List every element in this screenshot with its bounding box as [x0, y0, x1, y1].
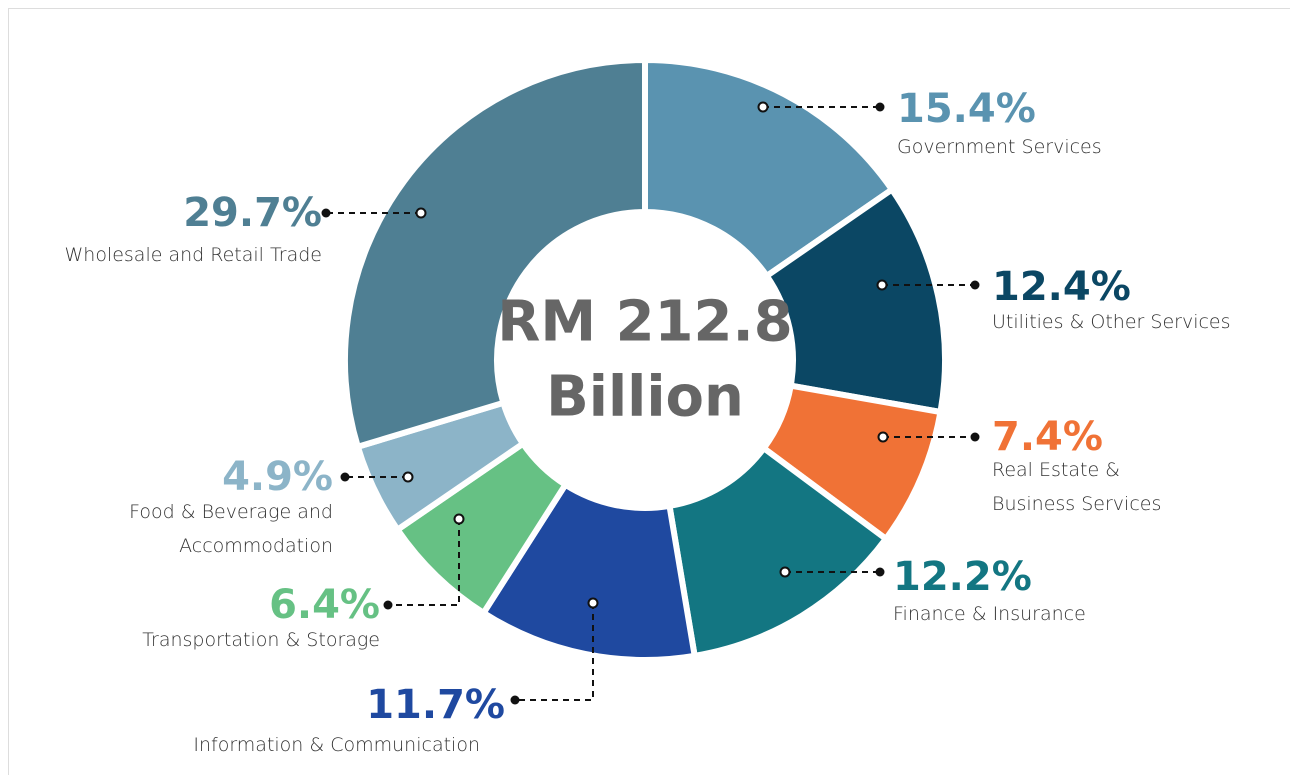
- connector-end: [321, 208, 331, 218]
- category-label: Utilities & Other Services: [992, 311, 1231, 333]
- value-label: 6.4%: [269, 582, 380, 628]
- connector-start: [877, 431, 889, 443]
- connector-end: [340, 472, 350, 482]
- category-label: Government Services: [897, 136, 1102, 158]
- connector: [515, 603, 594, 701]
- value-label: 7.4%: [992, 414, 1103, 460]
- value-label: 11.7%: [366, 682, 505, 728]
- frame: [8, 8, 1290, 775]
- value-label: 12.4%: [992, 264, 1131, 310]
- connector-end: [970, 432, 980, 442]
- value-label: 12.2%: [893, 554, 1032, 600]
- connector-end: [970, 280, 980, 290]
- connector-end: [875, 567, 885, 577]
- center-label: RM 212.8: [497, 289, 793, 355]
- slice: [642, 56, 897, 281]
- connector-end: [875, 102, 885, 112]
- category-label: Real Estate & Business Services: [992, 459, 1162, 515]
- category-label: Wholesale and Retail Trade: [64, 244, 322, 266]
- category-label: Finance & Insurance: [893, 603, 1086, 625]
- slice: [479, 480, 699, 663]
- category-label: Information & Communication: [193, 734, 480, 756]
- connector-start: [876, 279, 888, 291]
- connector-start: [402, 471, 414, 483]
- slice: [762, 185, 948, 416]
- value-label: 15.4%: [897, 86, 1036, 132]
- center-label: Billion: [546, 364, 744, 430]
- slice: [342, 56, 648, 451]
- connector-start: [453, 513, 465, 525]
- value-label: 29.7%: [183, 190, 322, 236]
- category-label: Food & Beverage and Accommodation: [129, 501, 333, 557]
- category-label: Transportation & Storage: [142, 629, 380, 651]
- value-label: 4.9%: [222, 454, 333, 500]
- connector: [388, 519, 460, 606]
- connector-start: [779, 566, 791, 578]
- connector-end: [510, 695, 520, 705]
- connector-end: [383, 600, 393, 610]
- connector-start: [757, 101, 769, 113]
- connector-start: [587, 597, 599, 609]
- connector-start: [415, 207, 427, 219]
